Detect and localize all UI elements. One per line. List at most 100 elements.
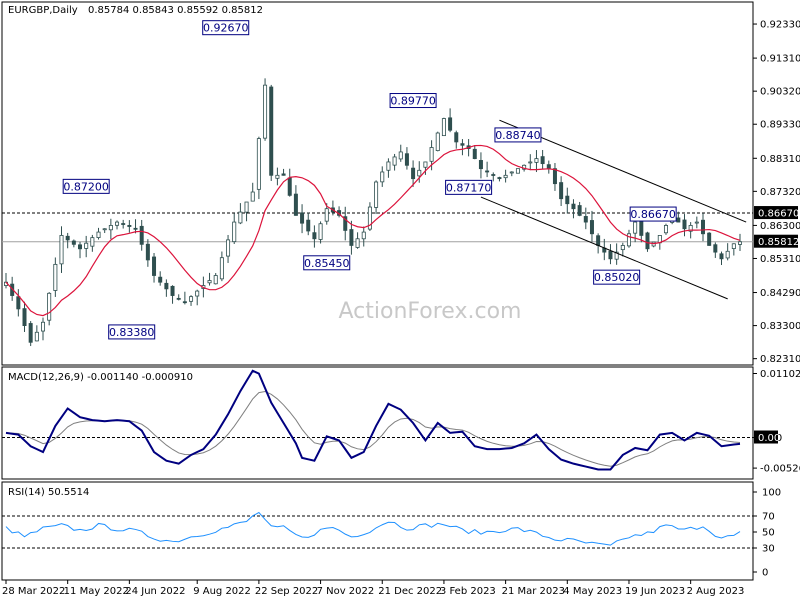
candle [53, 257, 58, 297]
date-tick-label: 21 Mar 2023 [502, 586, 565, 597]
candle [460, 139, 465, 156]
candle-body [244, 201, 249, 213]
candle [78, 241, 83, 259]
candle [306, 212, 311, 236]
watermark: ActionForex.com [339, 299, 522, 324]
annotation-text: 0.83380 [109, 326, 155, 339]
rsi-layer [2, 511, 753, 549]
price-annotation: 0.92670 [202, 20, 250, 36]
candle-body [28, 323, 33, 343]
current-price-tag: 0.85812 [754, 234, 799, 248]
candle [263, 78, 268, 141]
candle [472, 145, 477, 160]
rsi-tick-label: 100 [762, 488, 781, 499]
candle [719, 251, 724, 266]
macd-current-tag: 0.00 [754, 430, 780, 444]
candle-body [287, 177, 292, 196]
price-tick-label: 0.89330 [760, 120, 800, 131]
candle [700, 213, 705, 242]
candle-body [102, 228, 107, 231]
annotation-box [62, 178, 110, 194]
candle-body [219, 257, 224, 280]
annotation-text: 0.85020 [594, 271, 640, 284]
candle-body [133, 227, 138, 230]
candle [102, 228, 107, 234]
price-tick-label: 0.91310 [760, 54, 800, 65]
candle [361, 226, 366, 247]
candle [47, 292, 52, 326]
annotation-box [629, 206, 677, 222]
candle [435, 131, 440, 152]
candle [219, 251, 224, 282]
candle-body [411, 167, 416, 180]
candle [577, 201, 582, 217]
candle [84, 235, 89, 258]
candle [349, 220, 354, 255]
candle [232, 213, 237, 244]
candle-body [195, 290, 200, 297]
candle-body [429, 147, 434, 162]
date-tick-label: 28 Mar 2022 [2, 586, 65, 597]
candle-body [645, 232, 650, 250]
candle [497, 176, 502, 182]
candle [189, 295, 194, 306]
candle [28, 321, 33, 347]
price-annotation: 0.87170 [445, 179, 493, 195]
axis-layer: 0.92330 0.91310 0.90320 0.89330 0.88310 0.873… [2, 20, 800, 597]
date-tick-label: 22 Sep 2022 [255, 586, 318, 597]
candle-body [435, 132, 440, 151]
macd-line [5, 369, 741, 471]
resistance-tag-box [754, 206, 798, 220]
candle [318, 221, 323, 244]
candle [133, 219, 138, 234]
candle [374, 180, 379, 215]
candle-body [293, 193, 298, 216]
annotation-text: 0.88740 [495, 129, 541, 142]
candle [663, 223, 668, 235]
candle-body [725, 250, 730, 259]
price-tick-label: 0.85310 [760, 254, 800, 265]
candle [59, 226, 64, 273]
rsi-tick-label: 70 [762, 512, 775, 523]
candle-body [121, 223, 126, 225]
annotation-box [593, 269, 641, 285]
candle [380, 166, 385, 187]
rsi-title: RSI(14) 50.5514 [8, 487, 89, 498]
candle-body [355, 238, 360, 248]
candle [694, 216, 699, 229]
candle [398, 144, 403, 162]
candle [589, 210, 594, 242]
annotation-box [303, 255, 351, 271]
candle-body [404, 153, 409, 166]
candle-body [448, 117, 453, 131]
candle-body [713, 244, 718, 253]
rsi-line [5, 511, 741, 546]
candle-body [460, 143, 465, 146]
candle-body [577, 205, 582, 216]
candle [731, 243, 736, 256]
candle [478, 152, 483, 179]
candle-body [417, 169, 422, 177]
candle-body [694, 221, 699, 224]
candle [682, 214, 687, 237]
date-tick-label: 21 Dec 2022 [378, 586, 442, 597]
candle [738, 233, 743, 252]
candle [115, 220, 120, 230]
candle-body [423, 161, 428, 168]
rsi-panel [1, 481, 754, 581]
price-annotation: 0.85020 [593, 269, 641, 285]
candle-body [90, 237, 95, 247]
candle-body [158, 276, 163, 283]
candle-body [614, 251, 619, 260]
price-tick-label: 0.87320 [760, 187, 800, 198]
candle [552, 162, 557, 191]
candle [676, 211, 681, 223]
date-tick-label: 7 Nov 2022 [317, 586, 375, 597]
resistance-tag: 0.86670 [754, 206, 799, 220]
candle-body [34, 331, 39, 342]
candle [108, 218, 113, 240]
candle-body [398, 151, 403, 160]
candle [509, 171, 514, 177]
